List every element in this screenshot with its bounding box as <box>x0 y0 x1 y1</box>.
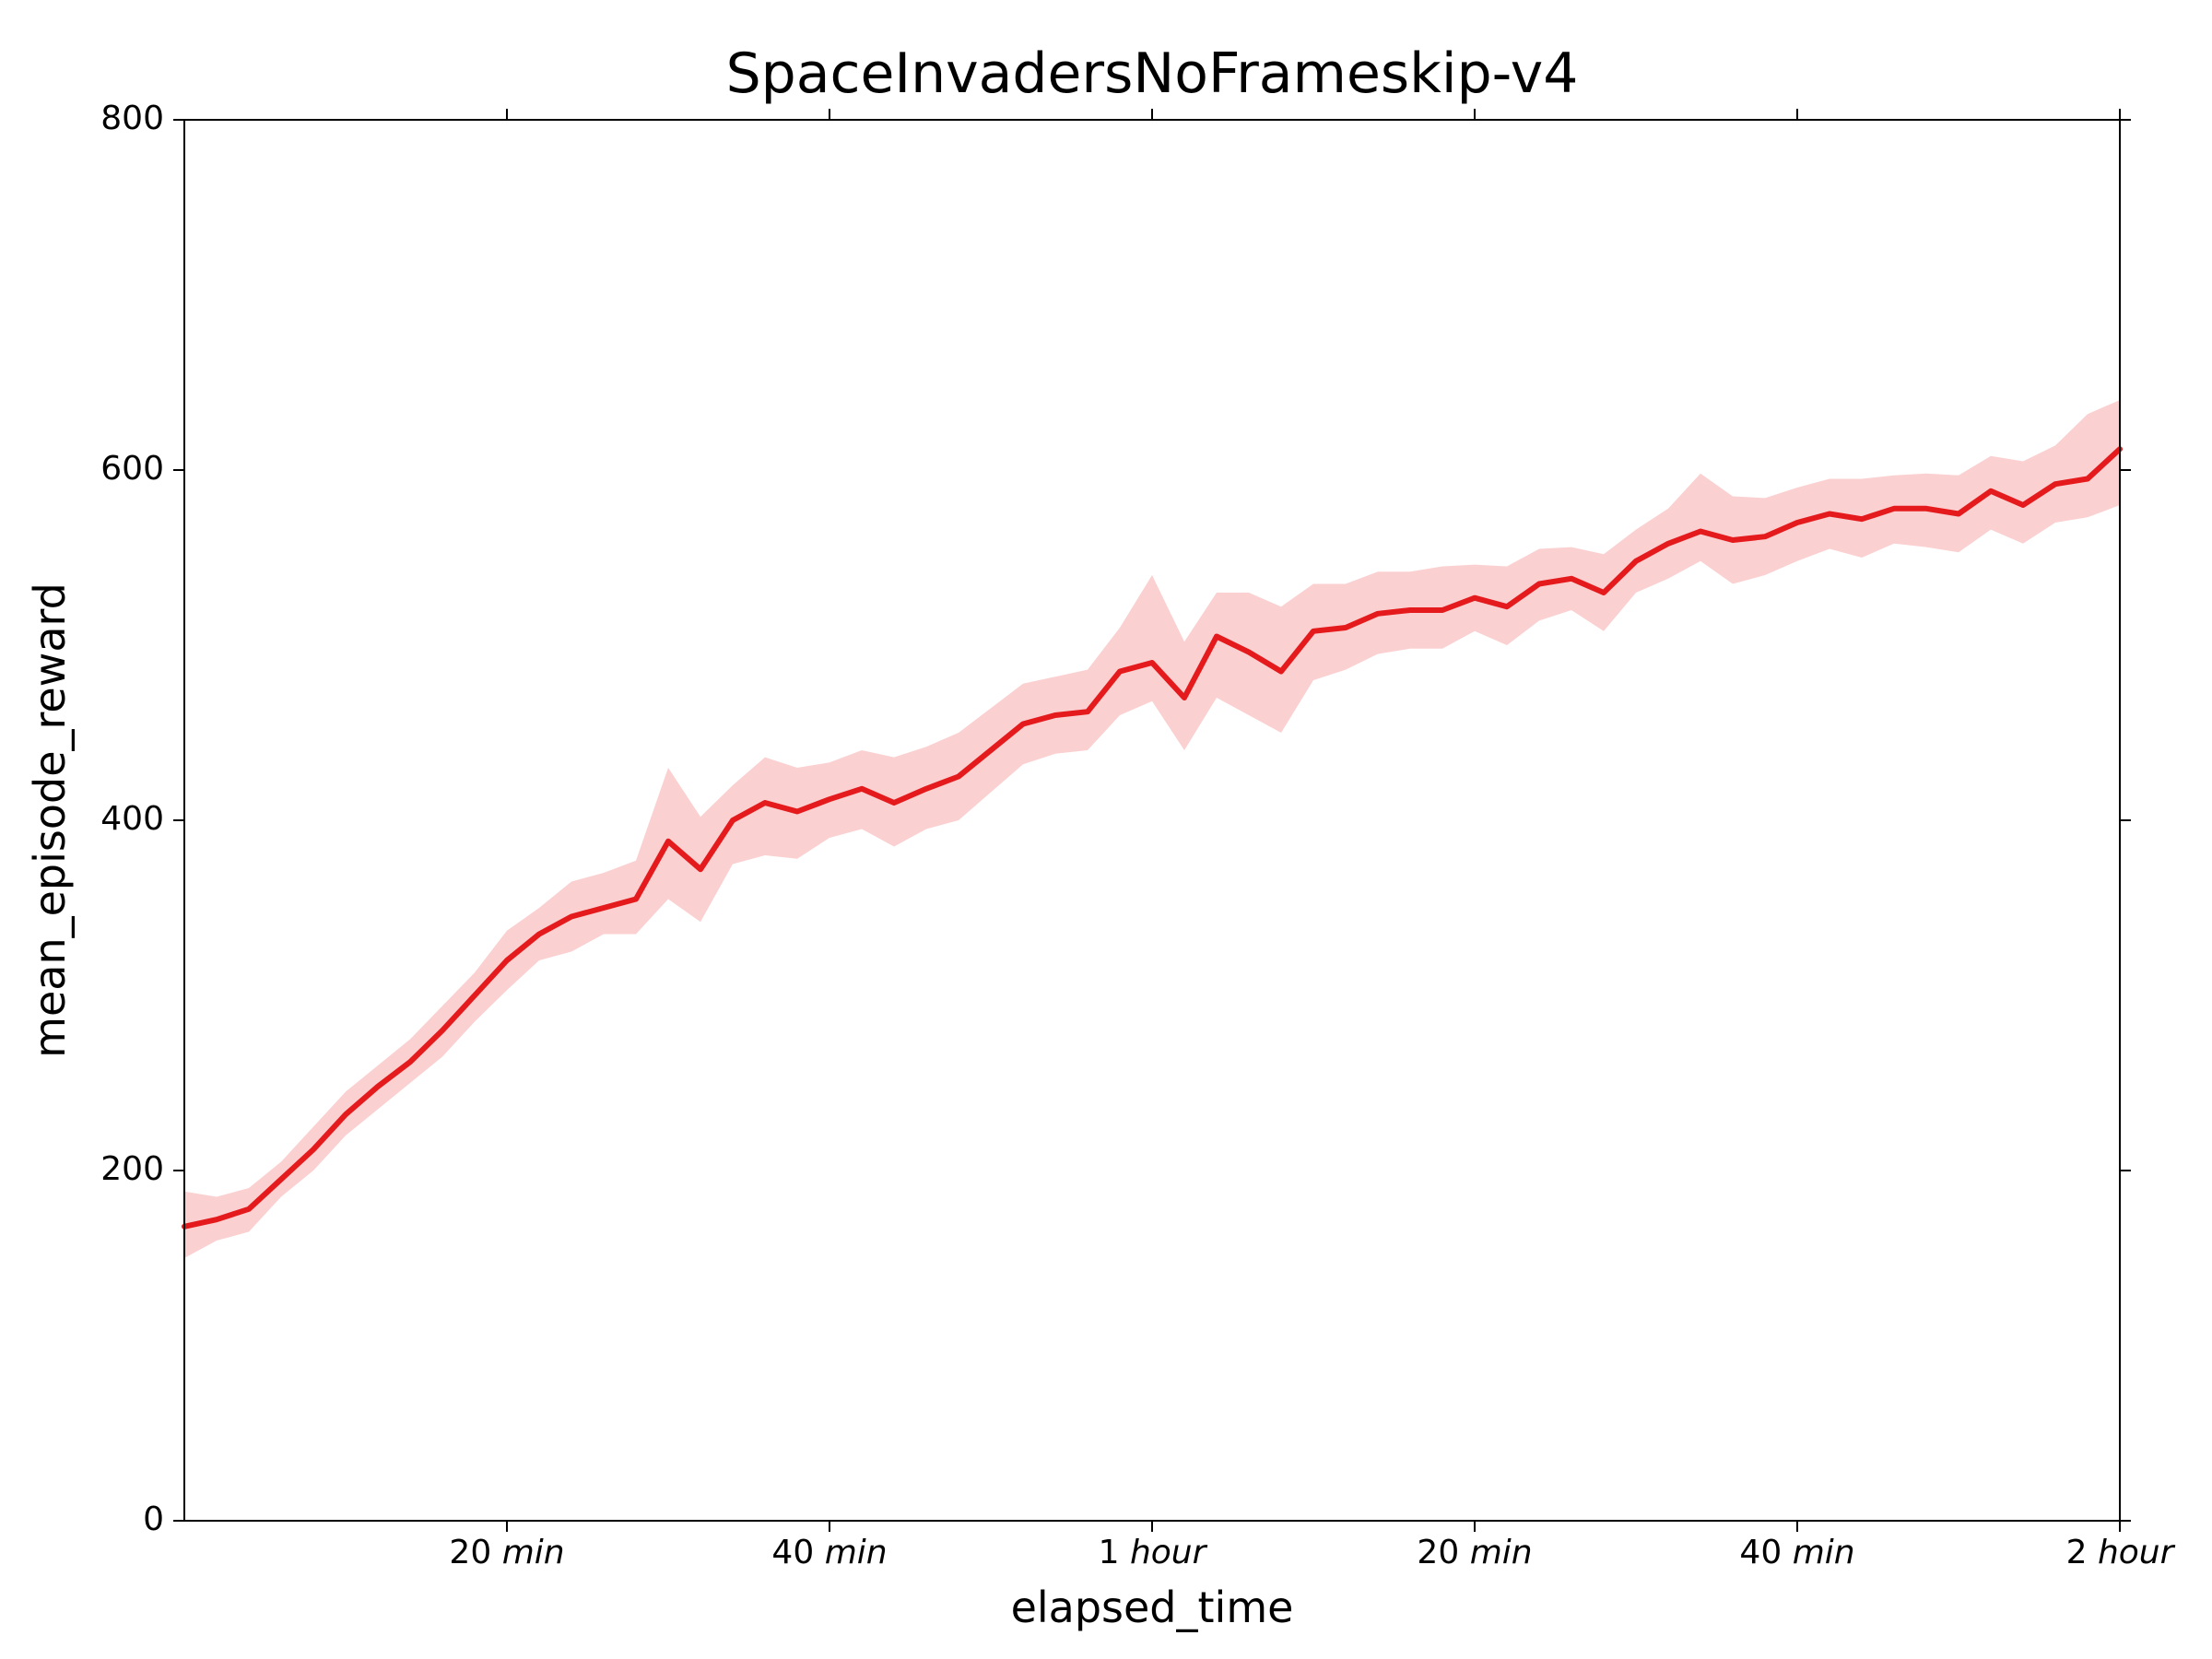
y-tick-label: 200 <box>100 1150 164 1188</box>
y-tick-label: 600 <box>100 450 164 488</box>
x-tick-label: 1 hour <box>1099 1534 1208 1571</box>
x-axis-label: elapsed_time <box>1011 1583 1294 1632</box>
y-axis-label: mean_episode_reward <box>25 582 75 1058</box>
chart-title: SpaceInvadersNoFrameskip-v4 <box>726 41 1579 106</box>
y-tick-label: 0 <box>143 1500 164 1538</box>
plot-area <box>184 120 2120 1521</box>
x-tick-label: 20 min <box>449 1534 564 1571</box>
x-tick-label: 20 min <box>1417 1534 1532 1571</box>
chart-container: 0 200 400 600 800 20 min 40 min 1 hour 20 min 40 … <box>0 0 2212 1659</box>
y-tick-label: 400 <box>100 800 164 838</box>
line-chart: 0 200 400 600 800 20 min 40 min 1 hour 20 min 40 … <box>0 0 2212 1659</box>
x-tick-label: 40 min <box>771 1534 887 1571</box>
x-tick-label: 2 hour <box>2066 1534 2176 1571</box>
x-tick-label: 40 min <box>1739 1534 1854 1571</box>
y-tick-label: 800 <box>100 100 164 137</box>
